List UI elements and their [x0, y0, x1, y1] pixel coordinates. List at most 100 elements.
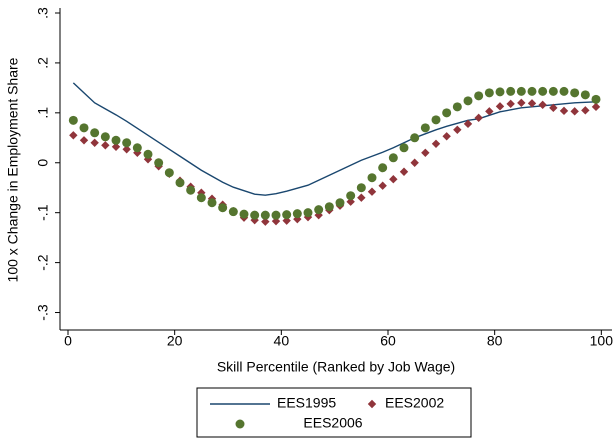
y-tick-label: -.3 — [35, 304, 51, 321]
marker — [474, 113, 483, 123]
marker — [388, 153, 398, 163]
marker — [356, 183, 366, 193]
y-tick-label: .2 — [35, 57, 51, 69]
legend-label: EES1995 — [277, 395, 336, 411]
marker — [591, 102, 601, 112]
marker — [591, 94, 601, 104]
marker — [357, 193, 366, 202]
legend-label: EES2002 — [385, 395, 444, 411]
marker — [506, 99, 515, 109]
marker — [292, 209, 302, 219]
marker — [122, 145, 131, 154]
marker — [239, 209, 249, 219]
marker — [580, 90, 590, 100]
marker — [111, 135, 121, 145]
marker — [399, 143, 409, 153]
marker — [570, 88, 580, 98]
marker — [506, 86, 516, 96]
marker — [431, 139, 441, 148]
marker — [431, 115, 441, 125]
marker — [100, 132, 110, 142]
x-tick-label: 80 — [487, 333, 503, 349]
marker — [79, 136, 89, 145]
y-tick-label: -.1 — [35, 204, 51, 221]
marker — [548, 86, 558, 96]
marker — [549, 103, 558, 113]
marker — [452, 102, 462, 112]
marker — [271, 210, 281, 220]
y-tick-label: .1 — [35, 107, 51, 119]
marker — [559, 106, 569, 116]
x-tick-label: 20 — [167, 333, 183, 349]
legend-swatch — [235, 419, 245, 429]
marker — [218, 203, 228, 213]
marker — [143, 149, 153, 159]
marker — [132, 143, 142, 153]
marker — [228, 207, 238, 217]
marker — [495, 102, 505, 111]
legend-box — [196, 387, 472, 438]
marker — [410, 158, 419, 167]
marker — [346, 191, 356, 201]
marker — [420, 123, 430, 133]
y-axis-label: 100 x Change in Employment Share — [5, 57, 21, 282]
marker — [260, 210, 270, 220]
marker — [538, 100, 547, 110]
marker — [570, 107, 579, 116]
marker — [101, 141, 110, 150]
legend-label: EES2006 — [303, 415, 362, 431]
marker — [485, 107, 494, 116]
x-tick-label: 40 — [274, 333, 290, 349]
y-tick-label: -.2 — [35, 254, 51, 271]
legend-swatch — [367, 399, 377, 409]
marker — [335, 198, 345, 208]
marker — [474, 91, 484, 101]
marker — [196, 193, 206, 203]
y-tick-label: .3 — [35, 7, 51, 19]
marker — [484, 88, 494, 98]
marker — [68, 115, 78, 125]
marker — [154, 158, 164, 168]
marker — [442, 108, 452, 118]
marker — [378, 181, 387, 190]
marker — [175, 178, 185, 188]
marker — [527, 86, 537, 96]
marker — [517, 98, 526, 108]
marker — [367, 173, 377, 183]
marker — [495, 87, 505, 97]
marker — [399, 167, 409, 176]
marker — [250, 210, 260, 220]
marker — [122, 138, 132, 148]
marker — [261, 217, 270, 226]
x-tick-label: 60 — [380, 333, 396, 349]
marker — [324, 202, 334, 212]
marker — [207, 198, 217, 208]
marker — [69, 131, 78, 140]
marker — [442, 132, 451, 141]
marker — [421, 148, 430, 157]
marker — [389, 175, 398, 184]
marker — [463, 96, 473, 106]
x-tick-label: 0 — [64, 333, 72, 349]
marker — [314, 205, 324, 215]
marker — [186, 185, 196, 195]
marker — [453, 125, 462, 135]
marker — [538, 86, 548, 96]
marker — [303, 208, 313, 218]
marker — [79, 123, 89, 133]
marker — [367, 187, 377, 196]
marker — [111, 142, 121, 151]
marker — [90, 128, 100, 138]
marker — [559, 86, 569, 96]
marker — [282, 210, 292, 220]
marker — [164, 168, 174, 178]
marker — [410, 133, 420, 143]
y-tick-label: 0 — [35, 159, 51, 167]
marker — [90, 138, 99, 147]
series-line — [72, 82, 597, 196]
marker — [516, 86, 526, 96]
marker — [581, 106, 590, 115]
marker — [378, 163, 388, 173]
x-tick-label: 100 — [590, 333, 613, 349]
